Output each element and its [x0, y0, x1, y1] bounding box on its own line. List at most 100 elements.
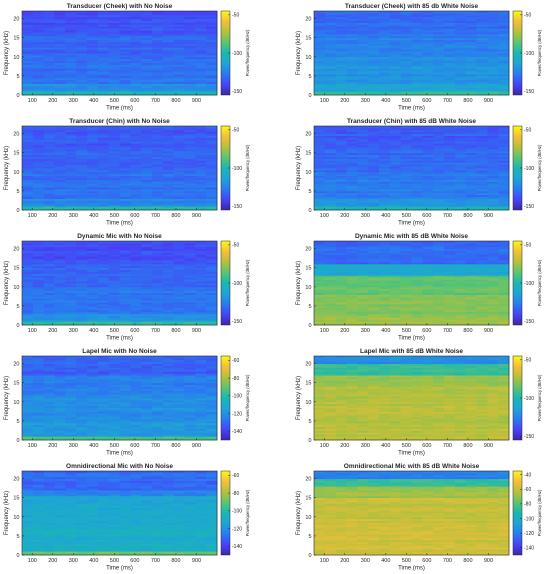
heatmap-cell [76, 47, 88, 50]
heatmap-cell [389, 39, 402, 42]
heatmap-cell [400, 131, 412, 135]
heatmap-cell [476, 141, 488, 144]
heatmap-cell [32, 281, 45, 284]
heatmap-cell [314, 85, 326, 88]
heatmap-cell [433, 22, 445, 25]
heatmap-cell [368, 198, 380, 201]
heatmap-cell [357, 51, 369, 54]
heatmap-cell [162, 177, 175, 180]
heatmap-cell [335, 279, 347, 282]
heatmap-cell [162, 30, 175, 33]
heatmap-cell [97, 143, 110, 146]
heatmap-cell [454, 173, 467, 177]
heatmap-cell [206, 32, 218, 35]
heatmap-cell [206, 208, 218, 211]
heatmap-cell [97, 89, 110, 92]
heatmap-cell [43, 139, 55, 142]
heatmap-cell [87, 277, 99, 280]
heatmap-cell [141, 177, 153, 180]
heatmap-cell [368, 35, 380, 39]
heatmap-cell [65, 79, 77, 83]
heatmap-cell [141, 37, 153, 41]
heatmap-cell [65, 244, 77, 248]
heatmap-cell [195, 208, 207, 211]
heatmap-cell [97, 298, 110, 301]
heatmap-cell [335, 281, 347, 284]
heatmap-cell [108, 60, 120, 63]
heatmap-cell [379, 54, 391, 58]
heatmap-cell [400, 304, 412, 307]
heatmap-cell [195, 204, 207, 207]
heatmap-cell [379, 183, 391, 186]
heatmap-cell [465, 177, 477, 180]
heatmap-cell [335, 269, 347, 272]
x-tick-label: 200 [48, 213, 57, 219]
heatmap-cell [184, 87, 196, 90]
heatmap-cell [411, 198, 423, 201]
heatmap-cell [379, 248, 391, 251]
heatmap-cell [206, 298, 218, 301]
heatmap-cell [422, 168, 434, 171]
heatmap-cell [54, 305, 66, 309]
heatmap-cell [130, 18, 142, 21]
heatmap-cell [411, 139, 423, 142]
heatmap-cell [184, 68, 196, 71]
heatmap-cell [76, 200, 88, 203]
heatmap-cell [314, 56, 326, 60]
heatmap-cell [119, 45, 131, 48]
heatmap-cell [368, 194, 380, 198]
heatmap-cell [43, 150, 55, 154]
heatmap-cell [65, 200, 77, 203]
heatmap-cell [368, 183, 380, 186]
heatmap-cell [487, 164, 499, 167]
heatmap-cell [97, 133, 110, 136]
heatmap-cell [206, 185, 218, 188]
heatmap-cell [22, 323, 34, 326]
heatmap-cell [368, 30, 380, 33]
heatmap-cell [465, 307, 477, 311]
heatmap-cell [173, 190, 185, 194]
heatmap-cell [195, 181, 207, 184]
heatmap-cell [454, 154, 467, 157]
heatmap-cell [422, 152, 434, 156]
heatmap-cell [43, 91, 55, 94]
y-tick-label: 5 [16, 304, 19, 310]
heatmap-cell [43, 145, 55, 148]
heatmap-cell [141, 162, 153, 165]
heatmap-cell [379, 35, 391, 39]
heatmap-cell [346, 248, 358, 251]
heatmap-cell [119, 166, 131, 169]
heatmap-cell [324, 135, 337, 138]
heatmap-cell [324, 198, 337, 201]
heatmap-cell [357, 89, 369, 92]
heatmap-cell [97, 72, 110, 75]
heatmap-cell [206, 169, 218, 173]
heatmap-cell [87, 20, 99, 23]
heatmap-cell [335, 143, 347, 146]
heatmap-cell [22, 158, 34, 161]
heatmap-cell [422, 93, 434, 96]
heatmap-cell [400, 79, 412, 83]
heatmap-cell [65, 281, 77, 284]
heatmap-cell [43, 202, 55, 205]
heatmap-cell [206, 70, 218, 73]
heatmap-cell [357, 304, 369, 307]
heatmap-cell [346, 45, 358, 48]
heatmap-cell [206, 62, 218, 65]
heatmap-cell [130, 281, 142, 284]
heatmap-cell [324, 26, 337, 29]
heatmap-cell [76, 37, 88, 41]
heatmap-cell [454, 51, 467, 54]
heatmap-cell [487, 262, 499, 265]
heatmap-cell [43, 275, 55, 278]
heatmap-cell [357, 262, 369, 265]
heatmap-cell [433, 74, 445, 77]
heatmap-cell [97, 304, 110, 307]
heatmap-cell [389, 321, 402, 324]
heatmap-cell [141, 148, 153, 152]
heatmap-cell [87, 60, 99, 63]
heatmap-cell [487, 54, 499, 58]
heatmap-cell [87, 131, 99, 135]
heatmap-cell [141, 81, 153, 84]
heatmap-cell [97, 156, 110, 159]
